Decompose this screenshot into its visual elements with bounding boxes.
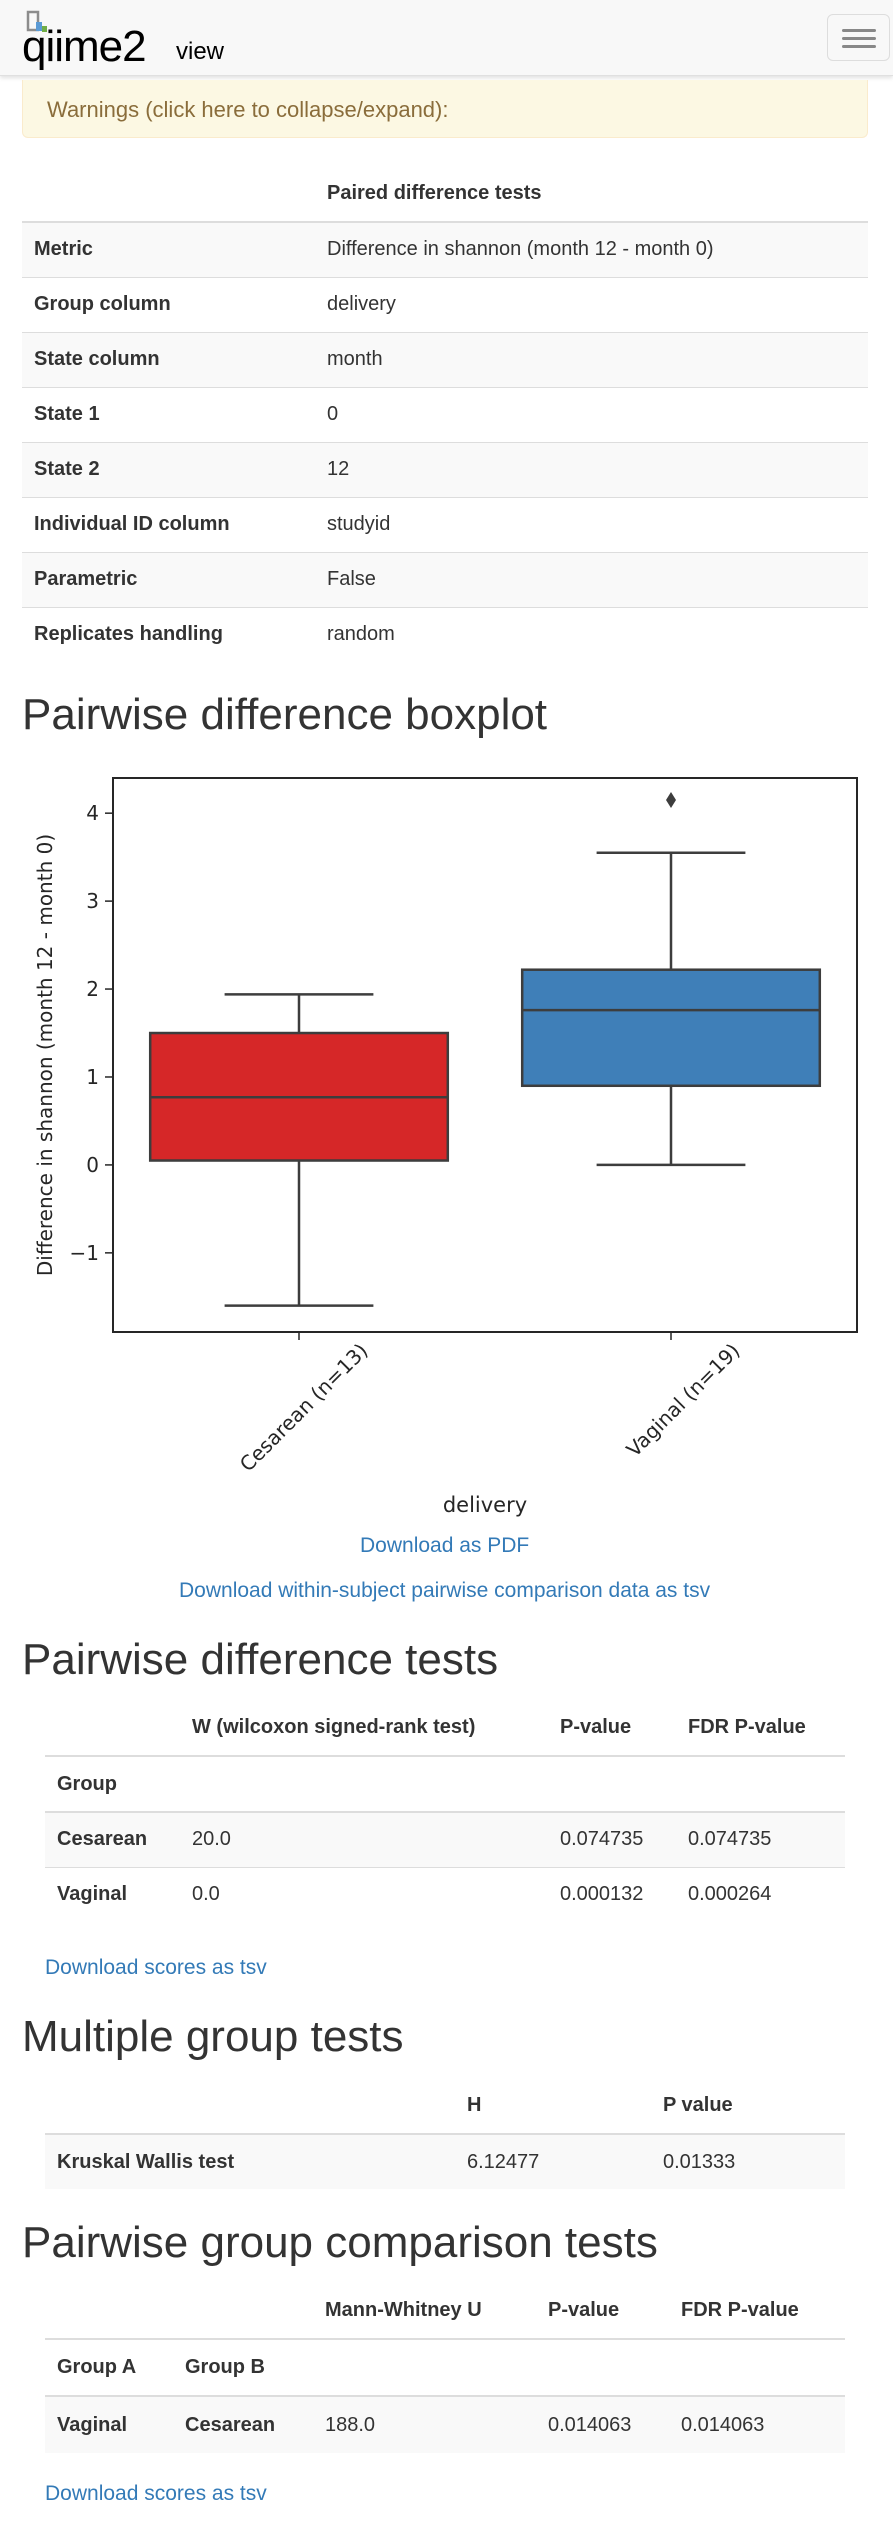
col-p: P value [651,2077,845,2135]
col-pvalue: P-value [548,2298,620,2321]
pairwise-difference-table: W (wilcoxon signed-rank test) P-value FD… [45,1700,845,1922]
boxplot-figure: −1 0 1 2 3 4 Difference in shannon (month 12 -… [22,760,868,1540]
multiple-group-table: H P value Kruskal Wallis test 6.12477 0.… [45,2077,845,2189]
table-row: Vaginal Cesarean 188.0 0.014063 0.014063 [45,2396,845,2453]
pairwise-difference-title: Pairwise difference tests [22,1635,499,1684]
pairwise-group-table: Mann-Whitney U P-value FDR P-value Group… [45,2282,845,2453]
y-tick-label: 2 [86,977,99,1001]
logo-view-label: view [176,38,225,65]
y-tick-label: 4 [86,801,99,825]
table-row: State 2 12 [22,441,868,497]
download-group-scores-link[interactable]: Download scores as tsv [45,2482,267,2505]
pairwise-group-title: Pairwise group comparison tests [22,2218,658,2267]
boxplot-title: Pairwise difference boxplot [22,690,548,739]
params-header: Paired difference tests [315,165,868,223]
table-row: Cesarean 20.0 0.074735 0.074735 [45,1811,845,1867]
table-row: Parametric False [22,551,868,607]
table-row: Replicates handling random [22,606,868,662]
hamburger-menu-button[interactable] [827,14,890,61]
y-tick-label: −1 [70,1241,99,1265]
index-group: Group [45,1755,180,1813]
parameters-table: Paired difference tests Metric Difference… [22,165,868,662]
x-tick-label: Vaginal (n=19) [622,1339,745,1462]
table-row: Kruskal Wallis test 6.12477 0.01333 [45,2134,845,2189]
col-fdr: FDR P-value [681,2298,799,2321]
boxplot-svg: −1 0 1 2 3 4 Difference in shannon (month 12 -… [33,777,858,1517]
y-tick-label: 3 [86,889,99,913]
index-group-b: Group B [173,2338,313,2397]
col-h: H [455,2077,651,2135]
col-mwu: Mann-Whitney U [325,2298,482,2321]
logo-wordmark: qiime2 [22,22,147,71]
col-pvalue: P-value [560,1716,632,1738]
col-fdr: FDR P-value [688,1716,806,1738]
download-pdf-link[interactable]: Download as PDF [360,1534,530,1557]
qiime2-logo[interactable]: qiime2 view [22,8,225,71]
logo-mark-icon [26,10,47,32]
table-row: Individual ID column studyid [22,496,868,552]
hamburger-menu-icon [842,29,876,32]
table-row: State column month [22,331,868,387]
navbar: qiime2 view [0,0,893,76]
box [520,968,822,1088]
table-row: Vaginal 0.0 0.000132 0.000264 [45,1866,845,1922]
download-pairwise-data-link[interactable]: Download within-subject pairwise compari… [179,1579,711,1602]
index-group-a: Group A [45,2338,173,2397]
x-axis-label: delivery [443,1493,527,1517]
x-tick-label: Cesarean (n=13) [235,1339,373,1477]
y-axis-label: Difference in shannon (month 12 - month … [33,834,57,1276]
outlier-point [666,791,676,808]
download-scores-link[interactable]: Download scores as tsv [45,1956,267,1979]
y-tick-label: 0 [86,1153,99,1177]
warnings-toggle[interactable]: Warnings (click here to collapse/expand)… [22,80,868,138]
plot-frame [112,777,858,1333]
y-tick-label: 1 [86,1065,99,1089]
table-row: Metric Difference in shannon (month 12 - … [22,221,868,277]
col-w: W (wilcoxon signed-rank test) [192,1716,476,1738]
table-row: Group column delivery [22,276,868,332]
multiple-group-title: Multiple group tests [22,2012,404,2061]
